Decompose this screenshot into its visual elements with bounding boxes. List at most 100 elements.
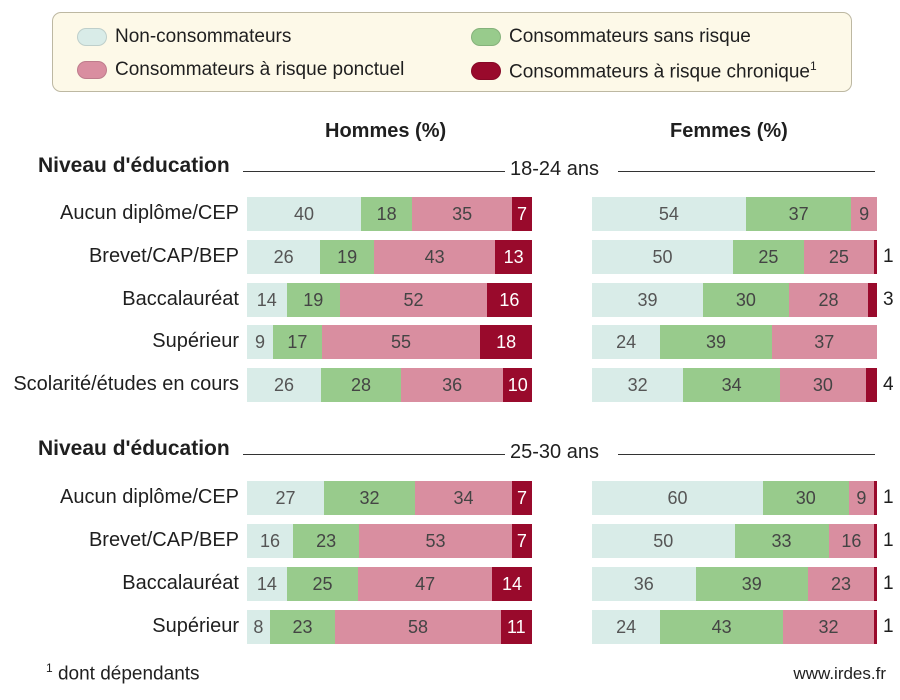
legend-item-sans-risque: Consommateurs sans risque (471, 26, 751, 48)
bar-femmes: 39 30 28 (592, 283, 877, 317)
bar-segment: 19 (320, 240, 374, 274)
bar-segment: 14 (492, 567, 532, 601)
outside-value-label: 1 (883, 616, 894, 637)
bar-segment: 26 (247, 368, 322, 402)
bar-segment: 36 (592, 567, 696, 601)
outside-value-label: 1 (883, 573, 894, 594)
bar-segment: 9 (247, 325, 273, 359)
section-rule (243, 171, 505, 172)
section-title: Niveau d'éducation (38, 437, 230, 460)
bar-segment: 28 (321, 368, 401, 402)
row-label: Brevet/CAP/BEP (88, 245, 239, 267)
outside-value-label: 1 (883, 487, 894, 508)
row-label: Supérieur (152, 330, 239, 352)
bar-segment: 40 (247, 197, 361, 231)
bar-hommes: 27 32 34 7 (247, 481, 532, 515)
row-label: Aucun diplôme/CEP (60, 202, 239, 224)
bar-segment: 25 (803, 240, 875, 274)
bar-segment: 14 (247, 567, 287, 601)
column-header-femmes: Femmes (%) (670, 120, 788, 142)
column-header-hommes: Hommes (%) (325, 120, 447, 142)
bar-segment: 28 (788, 283, 869, 317)
bar-segment: 7 (511, 524, 532, 558)
legend-swatch (471, 62, 501, 81)
bar-femmes: 24 39 37 (592, 325, 877, 359)
footnote: 1 dont dépendants (46, 661, 200, 685)
bar-segment: 7 (512, 197, 532, 231)
bar-segment: 36 (400, 368, 504, 402)
bar-segment: 18 (361, 197, 413, 231)
row-label: Brevet/CAP/BEP (88, 529, 239, 551)
bar-segment: 17 (272, 325, 322, 359)
outside-value-label: 1 (883, 246, 894, 267)
bar-segment: 60 (592, 481, 763, 515)
bar-segment: 58 (335, 610, 501, 644)
bar-hommes: 14 25 47 14 (247, 567, 532, 601)
bar-segment: 43 (373, 240, 496, 274)
bar-segment: 10 (503, 368, 532, 402)
bar-segment: 16 (247, 524, 294, 558)
row-label: Scolarité/études en cours (13, 373, 239, 395)
bar-segment: 37 (771, 325, 877, 359)
bar-segment: 26 (247, 240, 321, 274)
bar-segment: 19 (286, 283, 341, 317)
bar-segment: 9 (848, 481, 875, 515)
bar-segment: 24 (592, 325, 661, 359)
age-group-label: 25-30 ans (506, 441, 603, 464)
bar-segment: 30 (703, 283, 789, 317)
legend-label: Consommateurs à risque ponctuel (115, 59, 405, 80)
bar-segment: 52 (340, 283, 487, 317)
bar-segment: 39 (695, 567, 808, 601)
bar-hommes: 16 23 53 7 (247, 524, 532, 558)
bar-hommes: 26 19 43 13 (247, 240, 532, 274)
row-label: Baccalauréat (122, 288, 239, 310)
outside-value-label: 1 (883, 530, 894, 551)
legend: Non-consommateurs Consommateurs sans ris… (52, 12, 852, 92)
legend-swatch (471, 28, 501, 46)
bar-segment: 39 (592, 283, 704, 317)
bar-segment: 32 (782, 610, 875, 644)
bar-segment: 53 (359, 524, 512, 558)
bar-hommes: 14 19 52 16 (247, 283, 532, 317)
bar-segment: 39 (660, 325, 772, 359)
bar-segment (868, 283, 877, 317)
bar-segment: 18 (480, 325, 532, 359)
legend-item-risque-ponctuel: Consommateurs à risque ponctuel (77, 59, 404, 81)
bar-segment: 27 (247, 481, 324, 515)
bar-segment: 32 (323, 481, 416, 515)
legend-swatch (77, 61, 107, 79)
legend-label: Consommateurs sans risque (509, 26, 751, 47)
bar-segment: 30 (780, 368, 866, 402)
bar-hommes: 26 28 36 10 (247, 368, 532, 402)
legend-label: Consommateurs à risque chronique1 (509, 59, 817, 83)
bar-segment: 55 (321, 325, 481, 359)
legend-item-non-consommateurs: Non-consommateurs (77, 26, 291, 48)
legend-footnote-mark: 1 (810, 59, 817, 73)
bar-segment: 23 (293, 524, 360, 558)
bar-segment: 16 (828, 524, 875, 558)
bar-segment (874, 240, 877, 274)
bar-segment: 43 (660, 610, 783, 644)
outside-value-label: 4 (883, 374, 894, 395)
bar-segment: 8 (247, 610, 270, 644)
section-rule (618, 171, 875, 172)
bar-segment: 30 (763, 481, 849, 515)
legend-item-risque-chronique: Consommateurs à risque chronique1 (471, 59, 817, 83)
bar-segment: 25 (733, 240, 804, 274)
section-rule (618, 454, 875, 455)
bar-segment (874, 567, 877, 601)
bar-femmes: 36 39 23 (592, 567, 877, 601)
bar-segment: 23 (807, 567, 875, 601)
bar-segment (874, 524, 877, 558)
bar-segment: 13 (495, 240, 532, 274)
bar-femmes: 54 37 9 (592, 197, 877, 231)
bar-femmes: 24 43 32 (592, 610, 877, 644)
bar-femmes: 50 25 25 (592, 240, 877, 274)
bar-segment: 34 (415, 481, 513, 515)
bar-segment: 37 (745, 197, 852, 231)
bar-segment: 16 (486, 283, 532, 317)
outside-value-label: 3 (883, 289, 894, 310)
legend-swatch (77, 28, 107, 46)
bar-segment: 34 (683, 368, 781, 402)
bar-femmes: 50 33 16 (592, 524, 877, 558)
